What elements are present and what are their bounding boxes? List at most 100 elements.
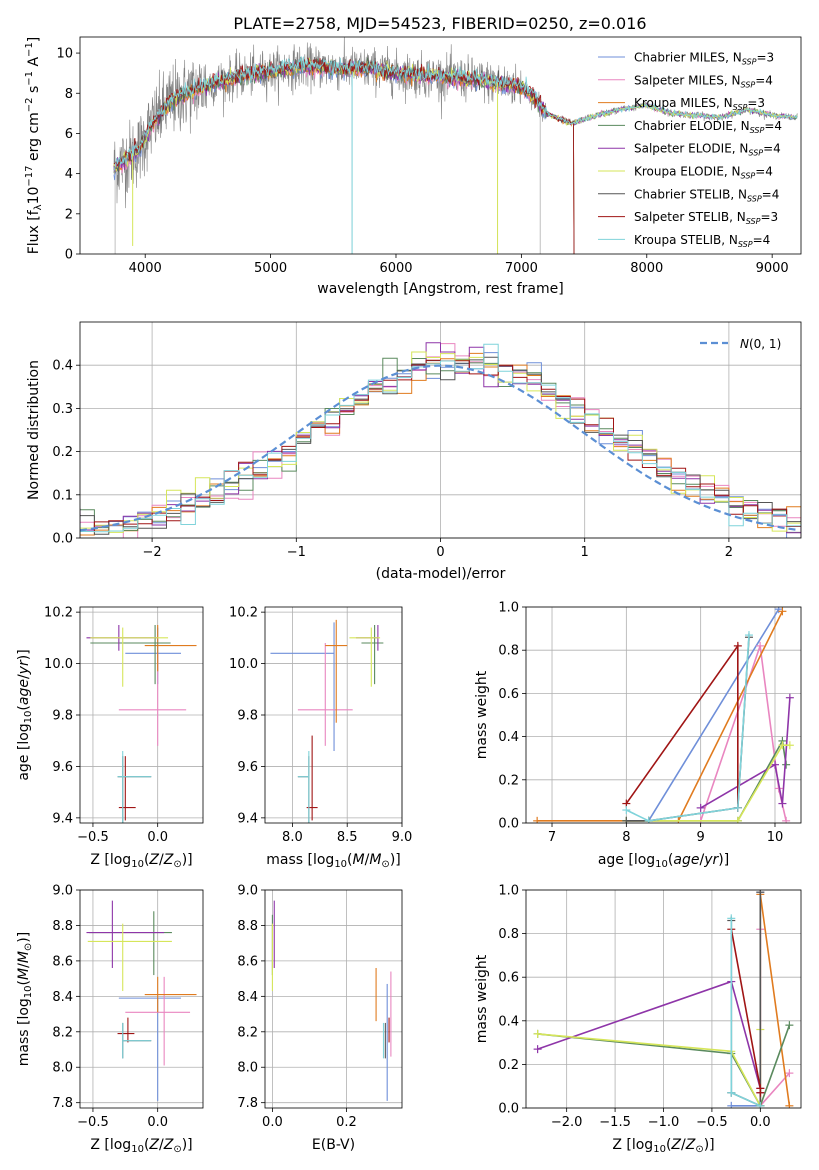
x-tick-label: 9 xyxy=(697,830,705,845)
y-tick-label: 0.0 xyxy=(498,817,519,832)
x-tick-label: 8.5 xyxy=(337,830,358,845)
x-tick-label: 2 xyxy=(725,545,733,560)
x-tick-label: 6000 xyxy=(379,261,412,276)
weight_vs_age-xlabel: age [log10(age/yr)] xyxy=(598,852,729,870)
spectrum-model-salpeter-stelib xyxy=(113,57,575,254)
legend-entry-normal: N(0, 1) xyxy=(740,337,781,351)
axes-frame xyxy=(525,889,802,1109)
y-tick-label: 8.6 xyxy=(52,954,73,969)
weight_vs_Z-lines xyxy=(533,890,794,1108)
y-tick-label: 9.8 xyxy=(237,709,258,724)
figure-title: PLATE=2758, MJD=54523, FIBERID=0250, z=0… xyxy=(233,14,646,33)
y-tick-label: 10.0 xyxy=(44,657,73,672)
y-tick-label: 8.4 xyxy=(52,990,73,1005)
y-tick-label: 9.6 xyxy=(52,760,73,775)
age_vs_Z-panel: −0.5 0.0 9.4 9.6 9.8 10.0 10.2 Z [log10(Z/Z⊙)] a… xyxy=(16,606,204,870)
axes-frame xyxy=(264,606,403,824)
y-tick-label: 9.0 xyxy=(237,884,258,899)
y-tick-label: 0.6 xyxy=(498,971,519,986)
mass_vs_ebv-xlabel: E(B-V) xyxy=(312,1137,355,1153)
series-kroupa-stelib xyxy=(625,635,750,822)
x-tick-label: −0.5 xyxy=(77,830,109,845)
y-tick-label: 8.2 xyxy=(237,1025,258,1040)
y-tick-label: 10.0 xyxy=(229,657,258,672)
legend-entry-kroupa-elodie: Kroupa ELODIE, NSSP=4 xyxy=(634,165,773,181)
y-tick-label: 9.0 xyxy=(52,884,73,899)
y-tick-label: 0.0 xyxy=(498,1102,519,1117)
x-tick-label: −2 xyxy=(143,545,162,560)
weight_vs_age-ylabel: mass weight xyxy=(474,670,490,759)
y-tick-label: 0.2 xyxy=(52,445,73,460)
x-tick-label: 8.0 xyxy=(282,830,303,845)
x-tick-label: 7 xyxy=(548,830,556,845)
age_vs_Z-ylabel: age [log10(age/yr)] xyxy=(16,649,34,780)
x-tick-label: 0 xyxy=(436,545,444,560)
histogram-lines xyxy=(80,342,801,538)
age_vs_Z-points xyxy=(86,625,197,823)
y-tick-label: 10.2 xyxy=(44,606,73,621)
spectrum-ylabel: Flux [fλ10−17 erg cm−2 s−1 A−1] xyxy=(24,37,44,255)
y-tick-label: 8.8 xyxy=(52,919,73,934)
x-tick-label: 9000 xyxy=(756,261,789,276)
y-tick-label: 9.4 xyxy=(237,811,258,826)
y-tick-label: 0.3 xyxy=(52,402,73,417)
plot-layer: 4000 5000 6000 7000 8000 90000246810wavelengt… xyxy=(16,36,802,1155)
spectrum-panel: 4000 5000 6000 7000 8000 9000 0 2 4 6 8 10 wavelengt… xyxy=(24,36,802,297)
y-tick-label: 1.0 xyxy=(498,601,519,616)
y-tick-label: 0.4 xyxy=(498,730,519,745)
x-tick-label: 0.2 xyxy=(336,1115,357,1130)
y-tick-label: 8.0 xyxy=(237,1061,258,1076)
y-tick-label: 1.0 xyxy=(498,884,519,899)
legend-entry-chabrier-stelib: Chabrier STELIB, NSSP=4 xyxy=(634,187,779,203)
weight_vs_Z-panel: −2.0 −1.5 −1.0 −0.5 0.0 0.0 0.2 0.4 0.6 0.8 1.0 Z [… xyxy=(474,884,802,1155)
y-tick-label: 9.8 xyxy=(52,709,73,724)
y-tick-label: 9.4 xyxy=(52,811,73,826)
x-tick-label: 10 xyxy=(767,830,784,845)
y-tick-label: 0.0 xyxy=(52,532,73,547)
y-tick-label: 10 xyxy=(56,47,73,62)
y-tick-label: 7.8 xyxy=(52,1096,73,1111)
y-tick-label: 10.2 xyxy=(229,606,258,621)
age_vs_mass-xlabel: mass [log10(M/M⊙)] xyxy=(266,852,401,870)
x-tick-label: 0.0 xyxy=(262,1115,283,1130)
y-tick-label: 0.4 xyxy=(498,1014,519,1029)
x-tick-label: −0.5 xyxy=(696,1115,728,1130)
spectrum-lines xyxy=(113,37,798,254)
y-tick-label: 0.6 xyxy=(498,687,519,702)
residuals-panel: −2 −1 0 1 2 0.0 0.1 0.2 0.3 0.4 (data-model)/error… xyxy=(26,321,802,582)
histogram-kroupa-elodie xyxy=(80,351,801,533)
x-tick-label: −1.0 xyxy=(648,1115,680,1130)
axes-frame xyxy=(79,889,204,1109)
spectrum-xlabel: wavelength [Angstrom, rest frame] xyxy=(317,281,563,297)
x-tick-label: 0.0 xyxy=(147,1115,168,1130)
legend-entry-salpeter-miles: Salpeter MILES, NSSP=4 xyxy=(634,73,773,89)
x-tick-label: −0.5 xyxy=(77,1115,109,1130)
mass_vs_ebv-panel: 0.0 0.2 7.8 8.0 8.2 8.4 8.6 8.8 9.0 E(B-V) xyxy=(237,884,403,1153)
y-tick-label: 2 xyxy=(65,207,73,222)
age_vs_Z-xlabel: Z [log10(Z/Z⊙)] xyxy=(90,852,192,870)
axes-frame xyxy=(79,321,802,539)
y-tick-label: 9.6 xyxy=(237,760,258,775)
x-tick-label: 0.0 xyxy=(147,830,168,845)
weight_vs_age-panel: 7 8 9 10 0.0 0.2 0.4 0.6 0.8 1.0 age [log10(age/yr… xyxy=(474,601,802,870)
mass_vs_Z-points xyxy=(86,900,197,1101)
spectrum-model-kroupa-stelib xyxy=(113,56,798,171)
x-tick-label: −1 xyxy=(287,545,306,560)
legend-entry-chabrier-miles: Chabrier MILES, NSSP=3 xyxy=(634,51,774,67)
axes-frame xyxy=(264,889,403,1109)
weight_vs_age-lines xyxy=(533,607,794,823)
residuals-xlabel: (data-model)/error xyxy=(376,566,506,582)
mass_vs_Z-ylabel: mass [log10(M/M⊙)] xyxy=(16,932,34,1067)
axes-frame xyxy=(79,606,204,824)
weight_vs_Z-xlabel: Z [log10(Z/Z⊙)] xyxy=(612,1137,714,1155)
y-tick-label: 0.2 xyxy=(498,773,519,788)
legend-entry-kroupa-miles: Kroupa MILES, NSSP=3 xyxy=(634,96,765,112)
x-tick-label: 7000 xyxy=(505,261,538,276)
y-tick-label: 0.8 xyxy=(498,644,519,659)
y-tick-label: 8.4 xyxy=(237,990,258,1005)
axes-frame xyxy=(525,606,802,824)
x-tick-label: −2.0 xyxy=(551,1115,583,1130)
age_vs_mass-points xyxy=(270,619,384,823)
